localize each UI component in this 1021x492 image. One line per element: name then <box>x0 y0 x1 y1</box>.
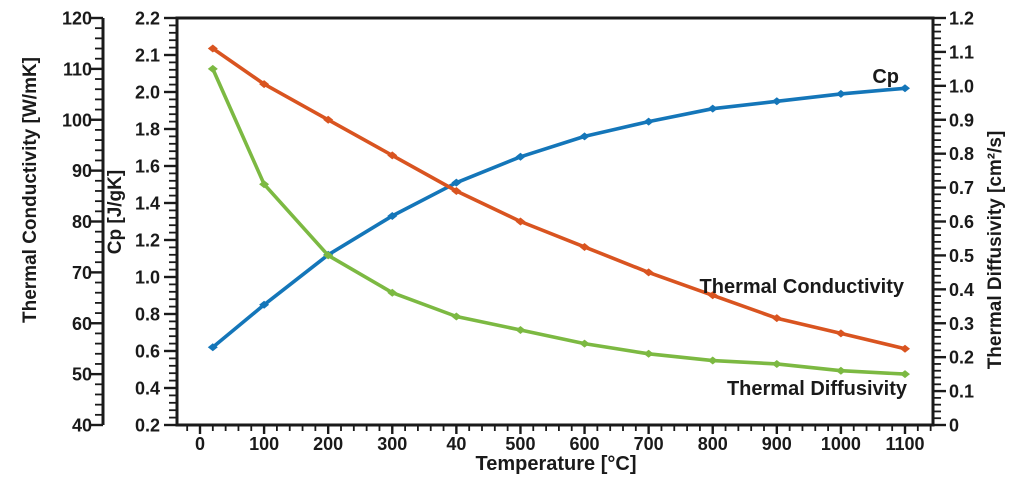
cp-line <box>211 86 907 350</box>
x-tick-label: 800 <box>698 434 728 454</box>
data-point-marker <box>387 288 398 297</box>
data-point-marker <box>259 300 270 309</box>
cp-tick-label: 1.4 <box>135 194 160 214</box>
x-tick-label: 500 <box>505 434 535 454</box>
td-axis-title: Thermal Diffusivity [cm²/s] <box>985 131 1006 370</box>
data-point-marker <box>771 314 782 323</box>
cp-axis-title: Cp [J/gK] <box>105 170 126 254</box>
tc-tick-label: 80 <box>72 212 92 232</box>
data-point-marker <box>579 132 590 141</box>
data-point-marker <box>707 291 718 300</box>
tc-tick-label: 40 <box>72 416 92 436</box>
data-point-marker <box>259 180 270 189</box>
data-point-marker <box>451 178 462 187</box>
cp-tick-label: 0.8 <box>135 305 160 325</box>
td-tick-label: 0.7 <box>949 178 974 198</box>
cp-tick-label: 0.6 <box>135 342 160 362</box>
data-point-marker <box>900 84 910 93</box>
cp-series <box>207 84 910 352</box>
thermal-conductivity-line <box>211 46 907 351</box>
data-point-marker <box>323 115 334 124</box>
x-tick-label: 40 <box>446 434 466 454</box>
data-point-marker <box>451 312 462 321</box>
data-point-marker <box>515 217 526 226</box>
thermal-conductivity-series <box>207 44 910 353</box>
cp-tick-label: 1.8 <box>135 120 160 140</box>
data-point-marker <box>771 97 782 106</box>
td-tick-label: 0.5 <box>949 246 974 266</box>
x-tick-label: 300 <box>377 434 407 454</box>
cp-tick-label: 1.0 <box>135 268 160 288</box>
cp-tick-label: 1.6 <box>135 157 160 177</box>
data-point-marker <box>835 366 846 375</box>
plot-border <box>175 16 935 427</box>
data-point-marker <box>323 251 334 260</box>
data-point-marker <box>207 64 218 73</box>
data-point-marker <box>579 242 590 251</box>
x-tick-label: 700 <box>634 434 664 454</box>
td-tick-label: 1.1 <box>949 42 974 62</box>
x-tick-label: 1100 <box>885 434 924 454</box>
data-point-marker <box>451 186 462 195</box>
tc-tick-label: 50 <box>72 365 92 385</box>
td-tick-label: 1.0 <box>949 76 974 96</box>
data-point-marker <box>707 104 718 113</box>
td-tick-label: 0.3 <box>949 314 974 334</box>
td-tick-label: 0.9 <box>949 110 974 130</box>
x-tick-label: 200 <box>313 434 343 454</box>
data-point-marker <box>515 326 526 335</box>
data-point-marker <box>643 268 654 277</box>
tc-tick-label: 70 <box>72 263 92 283</box>
data-point-marker <box>207 44 218 53</box>
data-point-marker <box>707 356 718 365</box>
data-point-marker <box>643 117 654 126</box>
thermal-conductivity-label: Thermal Conductivity <box>700 276 905 298</box>
cp-tick-label: 1.2 <box>135 231 160 251</box>
tc-tick-label: 100 <box>62 110 92 130</box>
td-tick-label: 0.2 <box>949 348 974 368</box>
x-axis-title: Temperature [°C] <box>476 453 637 475</box>
data-point-marker <box>900 370 910 379</box>
data-point-marker <box>643 349 654 358</box>
x-tick-label: 1000 <box>821 434 861 454</box>
data-point-marker <box>387 151 398 160</box>
tc-axis-title: Thermal Conductivity [W/mK] <box>20 57 41 323</box>
tc-tick-label: 90 <box>72 161 92 181</box>
tc-tick-label: 120 <box>62 9 92 29</box>
td-tick-label: 1.2 <box>949 9 974 29</box>
x-tick-label: 900 <box>762 434 792 454</box>
tc-tick-label: 60 <box>72 314 92 334</box>
data-point-marker <box>900 344 910 353</box>
data-point-marker <box>259 80 270 89</box>
data-point-marker <box>207 343 218 352</box>
cp-tick-label: 2.0 <box>135 83 160 103</box>
data-point-marker <box>387 211 398 220</box>
td-tick-label: 0 <box>949 416 959 436</box>
data-point-marker <box>771 359 782 368</box>
cp-tick-label: 2.1 <box>135 46 160 66</box>
td-tick-label: 0.4 <box>949 280 974 300</box>
data-point-marker <box>515 152 526 161</box>
x-tick-label: 0 <box>195 434 205 454</box>
cp-label: Cp <box>872 66 899 88</box>
td-tick-label: 0.6 <box>949 212 974 232</box>
td-tick-label: 0.1 <box>949 382 974 402</box>
data-point-marker <box>579 339 590 348</box>
cp-tick-label: 0.4 <box>135 379 160 399</box>
x-tick-label: 600 <box>570 434 600 454</box>
thermal-diffusivity-series <box>207 64 910 379</box>
thermal-diffusivity-label: Thermal Diffusivity <box>727 378 908 400</box>
thermal-diffusivity-line <box>211 67 907 376</box>
data-point-marker <box>835 89 846 98</box>
cp-tick-label: 0.2 <box>135 416 160 436</box>
cp-tick-label: 2.2 <box>135 9 160 29</box>
data-point-marker <box>835 329 846 338</box>
tc-tick-label: 110 <box>63 59 92 79</box>
td-tick-label: 0.8 <box>949 144 974 164</box>
x-tick-label: 100 <box>249 434 279 454</box>
